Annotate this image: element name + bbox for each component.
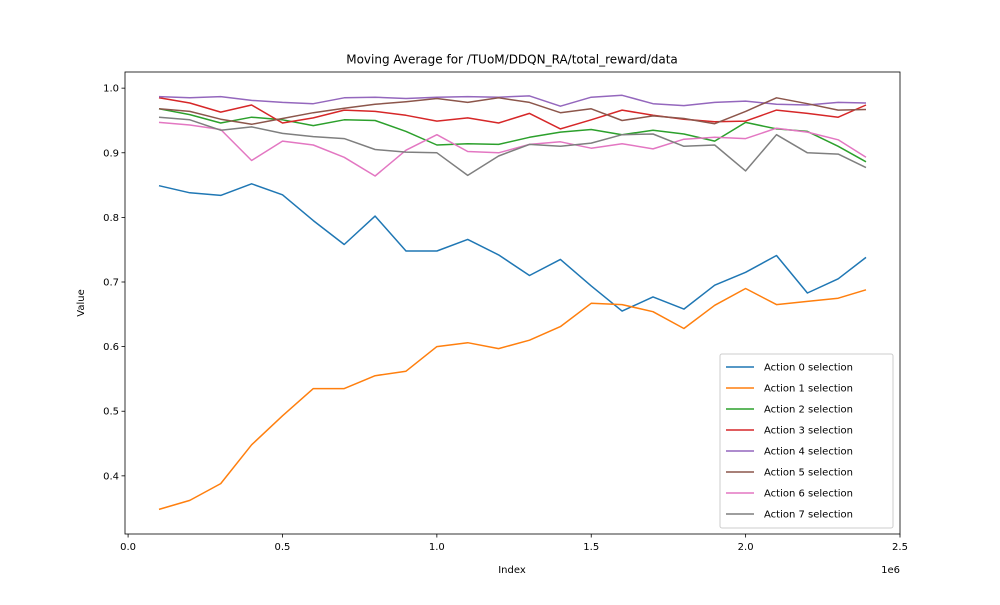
legend-label-action-1: Action 1 selection: [764, 384, 853, 395]
x-tick-label: 1.5: [583, 542, 599, 553]
axes-frame: [124, 71, 901, 535]
chart-title: Moving Average for /TUoM/DDQN_RA/total_r…: [346, 53, 678, 67]
x-tick-label: 2.0: [738, 542, 754, 553]
plot-area: [124, 71, 901, 535]
series-line-action-5: [158, 97, 867, 126]
series-line-action-7: [158, 116, 867, 177]
x-tick-label: 1.0: [429, 542, 445, 553]
y-axis-label: Value: [76, 289, 87, 316]
legend-label-action-5: Action 5 selection: [764, 468, 853, 479]
series-line-action-4: [158, 94, 867, 107]
series-line-action-1: [158, 287, 867, 511]
y-tick-label: 0.8: [103, 213, 119, 224]
legend: Action 0 selection Action 1 selection Acti…: [719, 353, 894, 529]
legend-label-action-6: Action 6 selection: [764, 489, 853, 500]
x-axis: 0.0 0.5 1.0 1.5 2.0 2.5: [120, 534, 908, 553]
legend-label-action-2: Action 2 selection: [764, 405, 853, 416]
x-axis-offset-label: 1e6: [881, 565, 900, 576]
y-tick-label: 0.7: [103, 278, 119, 289]
x-tick-label: 0.5: [275, 542, 291, 553]
legend-box: [719, 353, 894, 529]
y-tick-label: 0.5: [103, 407, 119, 418]
x-tick-label: 2.5: [892, 542, 908, 553]
x-tick-label: 0.0: [120, 542, 136, 553]
y-tick-label: 0.4: [103, 471, 119, 482]
series-line-action-0: [158, 183, 867, 312]
y-axis: 0.4 0.5 0.6 0.7 0.8 0.9 1.0: [103, 84, 125, 482]
legend-label-action-7: Action 7 selection: [764, 510, 853, 521]
legend-label-action-0: Action 0 selection: [764, 363, 853, 374]
legend-label-action-4: Action 4 selection: [764, 447, 853, 458]
legend-label-action-3: Action 3 selection: [764, 426, 853, 437]
series-layer: [158, 94, 867, 511]
y-tick-label: 1.0: [103, 84, 119, 95]
series-line-action-6: [158, 121, 867, 177]
x-axis-label: Index: [498, 565, 526, 576]
y-tick-label: 0.9: [103, 148, 119, 159]
y-tick-label: 0.6: [103, 342, 119, 353]
